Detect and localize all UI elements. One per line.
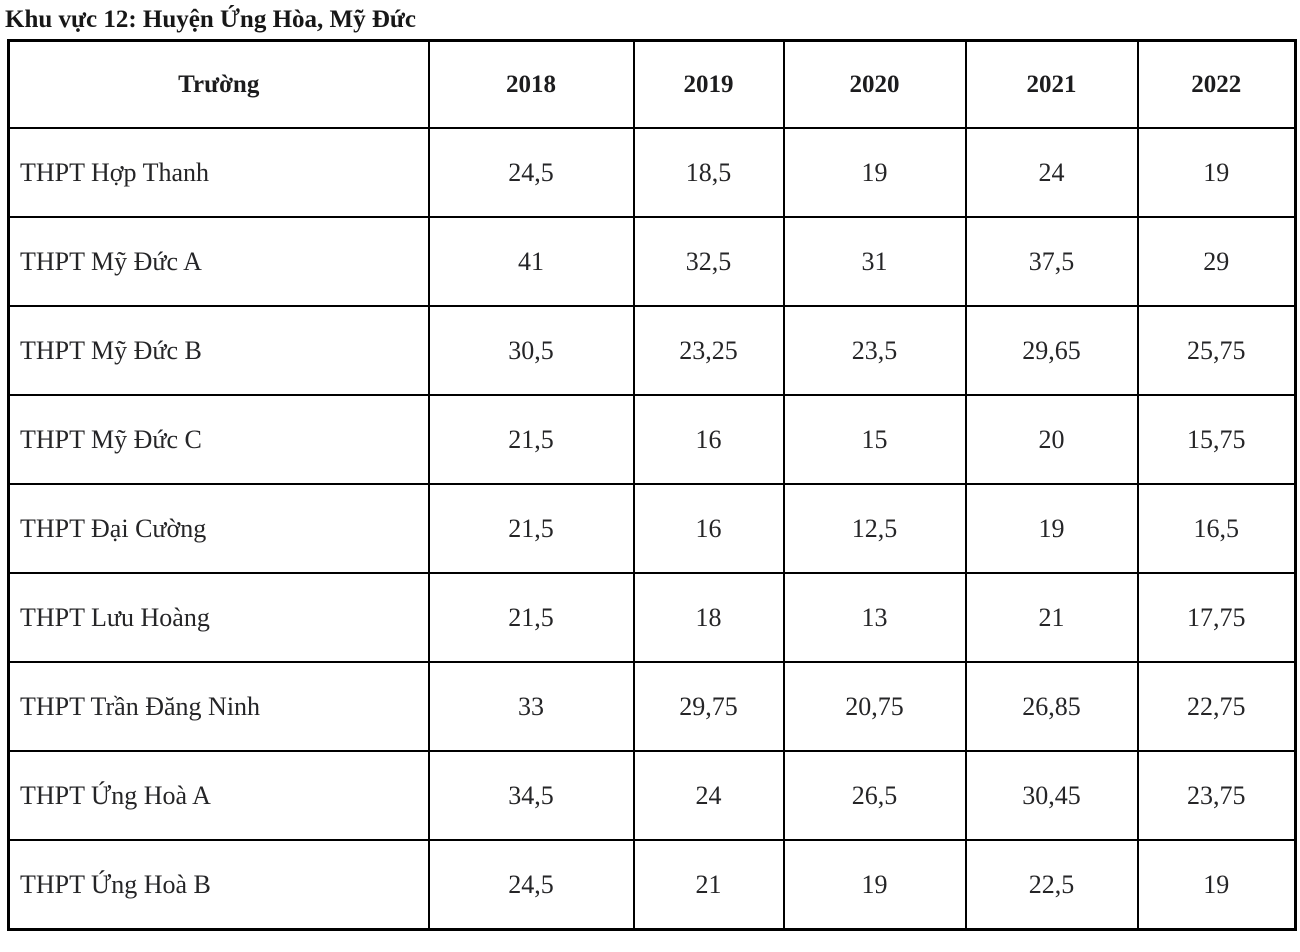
page-title: Khu vực 12: Huyện Ứng Hòa, Mỹ Đức xyxy=(5,6,417,33)
score-cell: 16 xyxy=(632,394,785,485)
column-header-2018: 2018 xyxy=(427,39,635,129)
table-row: THPT Mỹ Đức B 30,5 23,25 23,5 29,65 25,7… xyxy=(7,305,1297,396)
score-cell: 17,75 xyxy=(1136,572,1297,663)
score-cell: 12,5 xyxy=(782,483,967,574)
header-row: Trường 2018 2019 2020 2021 2022 xyxy=(7,39,1297,129)
score-cell: 16,5 xyxy=(1136,483,1297,574)
score-cell: 24 xyxy=(964,127,1139,218)
table-row: THPT Đại Cường 21,5 16 12,5 19 16,5 xyxy=(7,483,1297,574)
table-body: THPT Hợp Thanh 24,5 18,5 19 24 19 THPT M… xyxy=(7,127,1297,931)
score-cell: 18,5 xyxy=(632,127,785,218)
column-header-truong: Trường xyxy=(7,39,430,129)
column-header-2020: 2020 xyxy=(782,39,967,129)
score-cell: 22,75 xyxy=(1136,661,1297,752)
table-row: THPT Mỹ Đức A 41 32,5 31 37,5 29 xyxy=(7,216,1297,307)
score-cell: 23,5 xyxy=(782,305,967,396)
document-page: Khu vực 12: Huyện Ứng Hòa, Mỹ Đức Trường… xyxy=(5,6,1297,931)
school-name-cell: THPT Mỹ Đức A xyxy=(7,216,430,307)
score-cell: 19 xyxy=(782,839,967,931)
score-cell: 21,5 xyxy=(427,483,635,574)
score-cell: 37,5 xyxy=(964,216,1139,307)
score-cell: 32,5 xyxy=(632,216,785,307)
school-name-cell: THPT Lưu Hoàng xyxy=(7,572,430,663)
school-name-cell: THPT Hợp Thanh xyxy=(7,127,430,218)
column-header-2022: 2022 xyxy=(1136,39,1297,129)
score-cell: 30,45 xyxy=(964,750,1139,841)
score-cell: 26,85 xyxy=(964,661,1139,752)
table-row: THPT Mỹ Đức C 21,5 16 15 20 15,75 xyxy=(7,394,1297,485)
table-row: THPT Ứng Hoà A 34,5 24 26,5 30,45 23,75 xyxy=(7,750,1297,841)
table-row: THPT Hợp Thanh 24,5 18,5 19 24 19 xyxy=(7,127,1297,218)
score-cell: 16 xyxy=(632,483,785,574)
score-cell: 23,75 xyxy=(1136,750,1297,841)
score-cell: 20 xyxy=(964,394,1139,485)
score-cell: 21,5 xyxy=(427,394,635,485)
score-cell: 20,75 xyxy=(782,661,967,752)
school-name-cell: THPT Ứng Hoà A xyxy=(7,750,430,841)
table-row: THPT Lưu Hoàng 21,5 18 13 21 17,75 xyxy=(7,572,1297,663)
column-header-2019: 2019 xyxy=(632,39,785,129)
table-header: Trường 2018 2019 2020 2021 2022 xyxy=(7,39,1297,129)
score-cell: 19 xyxy=(1136,127,1297,218)
school-name-cell: THPT Trần Đăng Ninh xyxy=(7,661,430,752)
score-cell: 19 xyxy=(782,127,967,218)
score-cell: 24,5 xyxy=(427,839,635,931)
score-cell: 41 xyxy=(427,216,635,307)
scores-table: Trường 2018 2019 2020 2021 2022 THPT Hợp… xyxy=(7,39,1297,931)
score-cell: 29 xyxy=(1136,216,1297,307)
score-cell: 22,5 xyxy=(964,839,1139,931)
school-name-cell: THPT Mỹ Đức C xyxy=(7,394,430,485)
table-row: THPT Ứng Hoà B 24,5 21 19 22,5 19 xyxy=(7,839,1297,931)
score-cell: 21,5 xyxy=(427,572,635,663)
table-row: THPT Trần Đăng Ninh 33 29,75 20,75 26,85… xyxy=(7,661,1297,752)
score-cell: 21 xyxy=(632,839,785,931)
school-name-cell: THPT Đại Cường xyxy=(7,483,430,574)
score-cell: 19 xyxy=(1136,839,1297,931)
score-cell: 24,5 xyxy=(427,127,635,218)
school-name-cell: THPT Ứng Hoà B xyxy=(7,839,430,931)
score-cell: 24 xyxy=(632,750,785,841)
score-cell: 15,75 xyxy=(1136,394,1297,485)
score-cell: 29,75 xyxy=(632,661,785,752)
school-name-cell: THPT Mỹ Đức B xyxy=(7,305,430,396)
score-cell: 25,75 xyxy=(1136,305,1297,396)
score-cell: 15 xyxy=(782,394,967,485)
score-cell: 21 xyxy=(964,572,1139,663)
score-cell: 31 xyxy=(782,216,967,307)
score-cell: 33 xyxy=(427,661,635,752)
score-cell: 18 xyxy=(632,572,785,663)
score-cell: 30,5 xyxy=(427,305,635,396)
score-cell: 13 xyxy=(782,572,967,663)
column-header-2021: 2021 xyxy=(964,39,1139,129)
score-cell: 19 xyxy=(964,483,1139,574)
score-cell: 29,65 xyxy=(964,305,1139,396)
score-cell: 23,25 xyxy=(632,305,785,396)
score-cell: 34,5 xyxy=(427,750,635,841)
score-cell: 26,5 xyxy=(782,750,967,841)
